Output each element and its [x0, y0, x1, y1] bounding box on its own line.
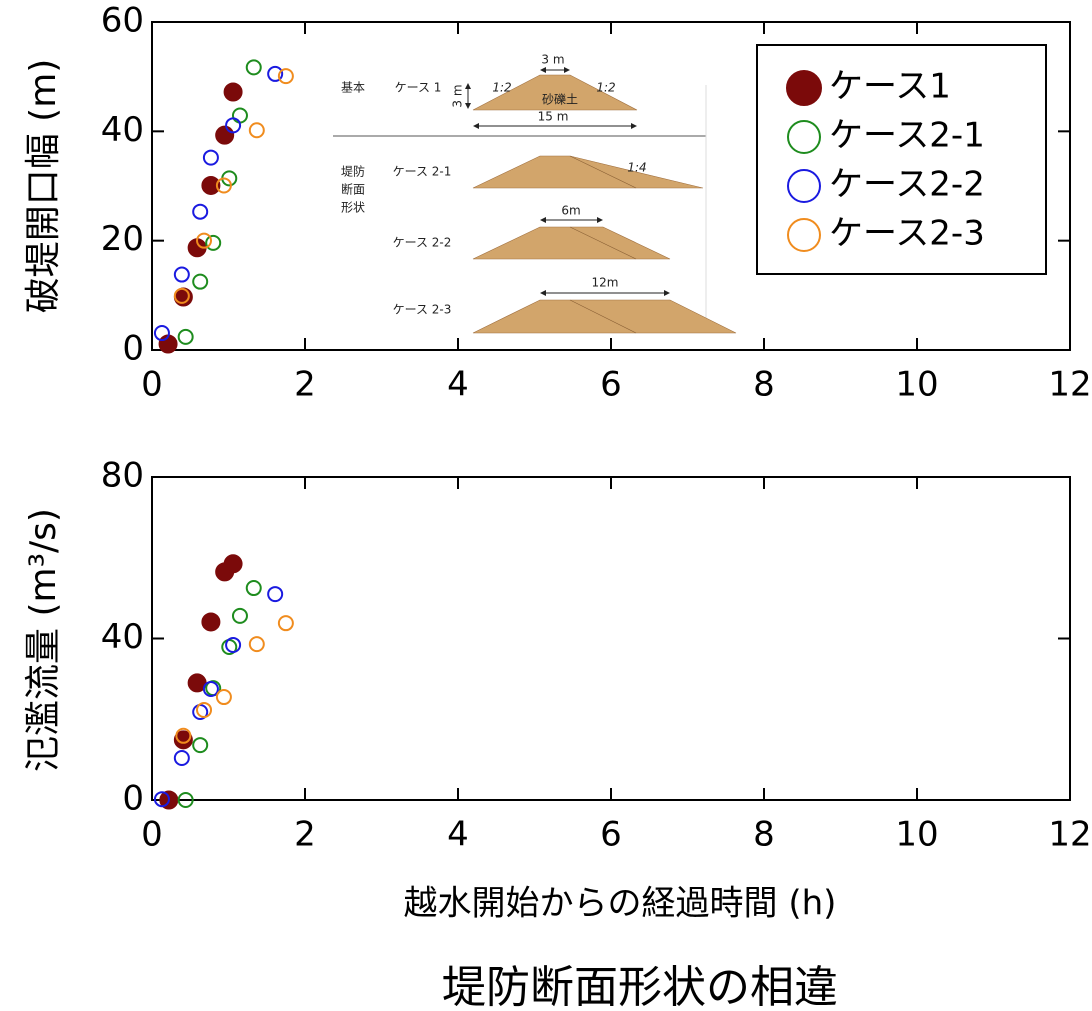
inset-label: ケース 2-2	[393, 236, 452, 250]
inset-label: ケース 1	[395, 81, 442, 95]
data-point	[206, 236, 220, 250]
x-tick-label: 0	[141, 365, 163, 405]
y-tick-label: 0	[122, 329, 144, 369]
inset-label: 砂礫土	[542, 92, 578, 107]
data-point	[225, 555, 242, 572]
inset-label: 1:2	[492, 81, 511, 95]
data-point	[204, 151, 218, 165]
y-tick-label: 60	[101, 1, 144, 41]
y-tick-label: 0	[122, 779, 144, 819]
levee-shape	[473, 156, 703, 188]
inset-label: 3 m	[451, 84, 465, 107]
x-tick-label: 12	[1048, 365, 1091, 405]
data-point	[193, 275, 207, 289]
data-point	[216, 127, 233, 144]
x-tick-label: 6	[600, 365, 622, 405]
data-point	[250, 637, 264, 651]
inset-label: 堤防	[341, 164, 365, 179]
data-point	[233, 108, 247, 122]
inset-diagram: 基本 ケース 1 3 m 3 m 1:2 1:2 砂礫土 15 m 堤防 断面 …	[333, 53, 736, 334]
inset-label: 1:2	[596, 81, 615, 95]
data-point	[250, 123, 264, 137]
legend-label: ケース2-3	[829, 214, 985, 254]
x-axis-label: 越水開始からの経過時間 (h)	[404, 884, 837, 924]
inset-label: 基本	[341, 81, 365, 95]
data-point	[217, 690, 231, 704]
figure-title: 堤防断面形状の相違	[442, 962, 838, 1011]
inset-label: ケース 2-3	[393, 303, 452, 317]
data-point	[193, 205, 207, 219]
x-tick-label: 2	[294, 815, 316, 855]
figure: 基本 ケース 1 3 m 3 m 1:2 1:2 砂礫土 15 m 堤防 断面 …	[0, 0, 1092, 1011]
inset-label: 形状	[341, 201, 365, 215]
legend-label: ケース2-2	[829, 165, 985, 205]
inset-label: 3 m	[541, 53, 564, 67]
data-point	[225, 83, 242, 100]
y-tick-label: 40	[101, 617, 144, 657]
data-point	[268, 587, 282, 601]
plot-frame	[152, 477, 1070, 800]
x-tick-label: 12	[1048, 815, 1091, 855]
legend-label: ケース2-1	[829, 116, 985, 156]
x-tick-label: 8	[753, 365, 775, 405]
inset-label: 12m	[592, 276, 619, 290]
legend-marker	[787, 71, 821, 105]
x-tick-label: 4	[447, 365, 469, 405]
x-tick-label: 10	[895, 815, 938, 855]
levee-shape	[473, 227, 670, 259]
inset-label: 1:4	[627, 161, 646, 175]
inset-label: 断面	[341, 182, 365, 197]
data-point	[279, 616, 293, 630]
data-point	[175, 751, 189, 765]
y-axis-label: 破堤開口幅 (m)	[23, 59, 64, 314]
data-point	[175, 268, 189, 282]
levee-shape	[473, 300, 736, 333]
y-tick-label: 40	[101, 110, 144, 150]
x-tick-label: 6	[600, 815, 622, 855]
x-tick-label: 10	[895, 365, 938, 405]
inset-label: 6m	[561, 204, 580, 218]
y-axis-label: 氾濫流量 (m³/s)	[23, 508, 64, 772]
data-point	[179, 330, 193, 344]
x-tick-label: 8	[753, 815, 775, 855]
x-tick-label: 2	[294, 365, 316, 405]
data-point	[247, 60, 261, 74]
inset-label: ケース 2-1	[393, 165, 452, 179]
x-tick-label: 0	[141, 815, 163, 855]
x-tick-label: 4	[447, 815, 469, 855]
data-point	[226, 118, 240, 132]
data-point	[202, 613, 219, 630]
data-point	[247, 581, 261, 595]
legend-label: ケース1	[829, 67, 951, 107]
data-point	[193, 738, 207, 752]
y-tick-label: 20	[101, 219, 144, 259]
inset-label: 15 m	[538, 110, 569, 124]
y-tick-label: 80	[101, 456, 144, 496]
data-point	[233, 609, 247, 623]
